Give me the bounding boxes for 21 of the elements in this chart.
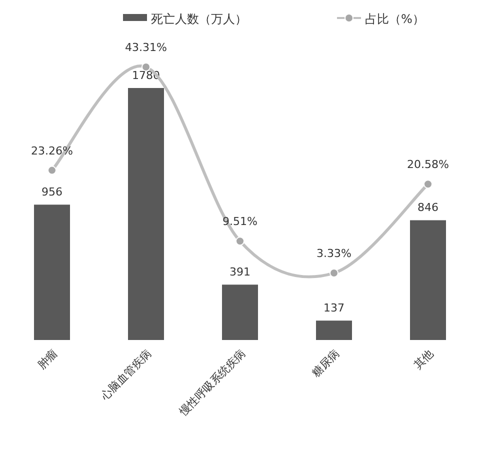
x-tick-label: 心脑血管疾病 xyxy=(98,346,154,404)
data-label: 43.31% xyxy=(125,41,167,54)
data-label: 3.33% xyxy=(316,247,352,260)
legend-label: 占比（%） xyxy=(365,12,424,26)
legend-label: 死亡人数（万人） xyxy=(151,12,247,26)
bar xyxy=(222,284,258,340)
bar xyxy=(410,220,446,340)
data-label: 956 xyxy=(42,186,62,199)
data-label: 846 xyxy=(418,201,438,214)
x-tick-label: 肿瘤 xyxy=(35,346,60,372)
x-tick-label: 慢性呼吸系统疾病 xyxy=(176,346,248,420)
data-label: 20.58% xyxy=(407,158,449,172)
bar xyxy=(316,320,352,340)
data-label: 23.26% xyxy=(31,144,73,158)
data-label: 9.51% xyxy=(222,215,258,228)
data-label: 391 xyxy=(230,266,250,279)
bar xyxy=(34,204,70,340)
x-tick-label: 其他 xyxy=(411,346,436,372)
bar xyxy=(128,88,164,340)
x-tick-label: 糖尿病 xyxy=(310,346,342,380)
data-label: 137 xyxy=(324,302,344,315)
